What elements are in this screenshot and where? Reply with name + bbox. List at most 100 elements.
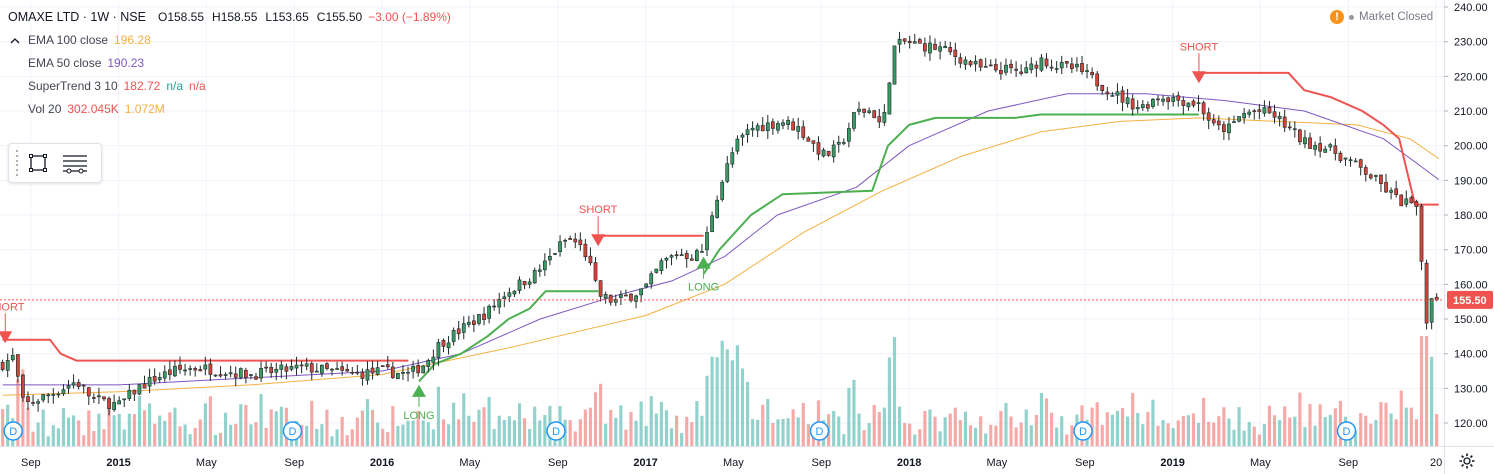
candle-body xyxy=(173,365,177,377)
volume-bar xyxy=(847,387,851,446)
candle-body xyxy=(492,305,497,308)
signal-label: LONG xyxy=(403,410,434,422)
candle-body xyxy=(1004,64,1008,73)
candle-body xyxy=(1358,159,1363,168)
indicator-row-supertrend[interactable]: SuperTrend 3 10 182.72 n/a n/a xyxy=(8,75,451,98)
signal-label: SHORT xyxy=(0,301,25,313)
candle xyxy=(81,384,86,394)
candle xyxy=(781,119,785,130)
candle-body xyxy=(1120,90,1125,103)
candle xyxy=(1090,67,1094,79)
symbol-title[interactable]: OMAXE LTD · 1W · NSE xyxy=(8,10,146,24)
candle-body xyxy=(502,296,507,300)
candle-body xyxy=(152,375,157,382)
drag-handle[interactable] xyxy=(13,150,21,176)
volume-bar xyxy=(264,427,268,446)
candle-body xyxy=(436,342,441,359)
candle xyxy=(147,368,152,394)
candle xyxy=(776,120,780,134)
candle xyxy=(1059,55,1064,75)
candle xyxy=(1242,108,1247,124)
candle-body xyxy=(497,298,502,308)
candle xyxy=(654,268,659,274)
candle xyxy=(999,61,1003,80)
candle xyxy=(563,238,567,248)
candle-body xyxy=(796,126,801,132)
rectangle-tool-button[interactable] xyxy=(21,146,55,180)
volume-bar xyxy=(431,429,435,446)
candle-body xyxy=(1368,174,1373,179)
candle xyxy=(649,271,654,289)
time-tick-label: Sep xyxy=(285,457,305,469)
candle xyxy=(1075,57,1079,72)
volume-bar xyxy=(122,429,126,446)
candle-body xyxy=(304,363,309,367)
candle-body xyxy=(1298,129,1302,143)
candle-body xyxy=(279,364,284,370)
candle xyxy=(745,123,750,143)
candle-body xyxy=(1282,116,1287,128)
volume-bar xyxy=(77,420,81,446)
volume-bar xyxy=(401,424,405,446)
warning-icon[interactable]: ! xyxy=(1330,10,1344,24)
candle-body xyxy=(1222,124,1226,133)
candle-body xyxy=(578,239,583,246)
volume-bar xyxy=(269,409,273,446)
volume-bar xyxy=(624,429,628,446)
volume-bar xyxy=(102,429,106,446)
volume-bar xyxy=(776,419,780,446)
candle xyxy=(482,306,486,326)
volume-bar xyxy=(852,379,856,446)
candle-body xyxy=(380,365,385,368)
candle xyxy=(1353,158,1358,163)
candle xyxy=(548,248,552,266)
candle xyxy=(1379,174,1383,193)
candle xyxy=(841,138,846,146)
candle-body xyxy=(1156,98,1160,101)
supertrend-short-segment xyxy=(2,338,409,362)
candle-body xyxy=(862,108,866,113)
chevron-up-icon[interactable] xyxy=(8,34,22,48)
indicator-row-ema100[interactable]: EMA 100 close 196.28 xyxy=(8,29,451,52)
market-status[interactable]: ! Market Closed xyxy=(1330,10,1433,24)
candle-body xyxy=(781,122,785,126)
signal-label: SHORT xyxy=(579,204,618,216)
drawing-toolbox[interactable] xyxy=(8,143,102,183)
candle-body xyxy=(1374,175,1378,177)
volume-bar xyxy=(457,419,461,446)
lines-tool-button[interactable] xyxy=(55,146,95,180)
candle xyxy=(340,361,345,376)
candle-body xyxy=(71,382,76,386)
indicator-row-volume[interactable]: Vol 20 302.045K 1.072M xyxy=(8,98,451,121)
volume-bar xyxy=(56,428,60,446)
candle-body xyxy=(598,280,603,297)
last-price-badge: 155.50 xyxy=(1447,290,1493,309)
candle-body xyxy=(507,292,512,297)
candle-body xyxy=(1257,109,1262,112)
candle-body xyxy=(335,368,339,370)
indicator-row-ema50[interactable]: EMA 50 close 190.23 xyxy=(8,52,451,75)
candle xyxy=(593,256,598,283)
candle xyxy=(1328,142,1333,152)
candle xyxy=(451,327,456,346)
candle xyxy=(1374,174,1378,182)
gear-icon[interactable] xyxy=(1458,452,1476,470)
volume-bars xyxy=(1,336,1439,446)
candle-body xyxy=(664,257,669,261)
volume-bar xyxy=(452,402,456,446)
candle-body xyxy=(542,260,547,271)
volume-bar xyxy=(685,416,689,446)
volume-bar xyxy=(330,436,334,446)
candle-body xyxy=(213,374,218,377)
candle xyxy=(522,280,527,290)
candle xyxy=(162,365,167,382)
volume-bar xyxy=(908,423,912,446)
candle-body xyxy=(771,121,775,129)
volume-bar xyxy=(923,410,927,446)
candle xyxy=(1318,136,1323,158)
candle-body xyxy=(51,393,56,396)
volume-bar xyxy=(1161,420,1165,446)
volume-bar xyxy=(1298,392,1302,446)
candle-body xyxy=(1227,123,1231,134)
